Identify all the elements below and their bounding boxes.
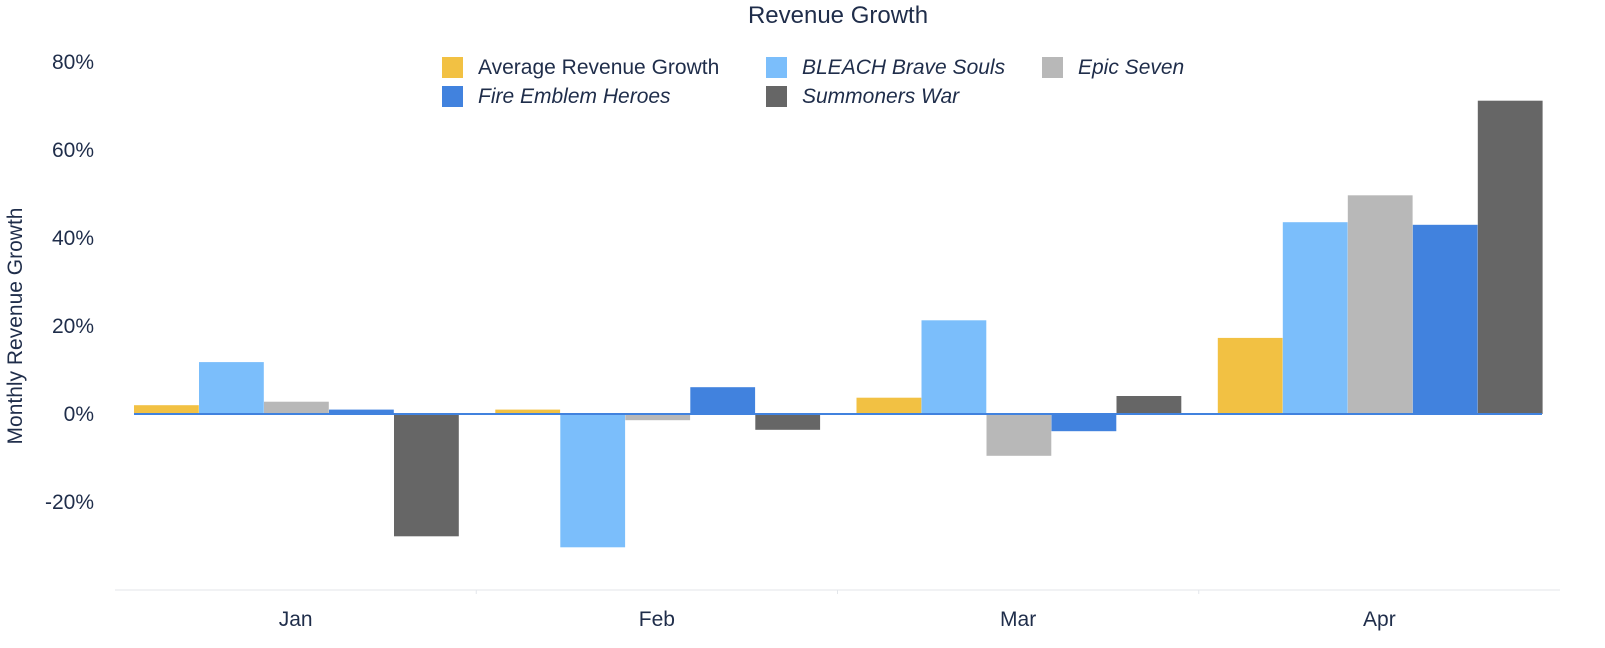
y-tick-label: 0% xyxy=(64,403,94,426)
legend-item[interactable]: Fire Emblem Heroes xyxy=(442,85,671,108)
x-tick-label: Apr xyxy=(1363,608,1396,631)
bar[interactable] xyxy=(134,405,199,414)
y-tick-label: 20% xyxy=(52,315,94,338)
legend-item[interactable]: Epic Seven xyxy=(1042,56,1184,79)
y-axis-ticks: 80% 60% 40% 20% 0% -20% xyxy=(45,51,94,514)
legend-swatch xyxy=(1042,57,1063,78)
bar[interactable] xyxy=(560,414,626,548)
bar[interactable] xyxy=(1412,224,1478,414)
x-tick-label: Feb xyxy=(639,608,675,631)
x-tick-label: Jan xyxy=(279,608,313,631)
legend-item[interactable]: BLEACH Brave Souls xyxy=(766,56,1006,79)
bar[interactable] xyxy=(625,414,691,421)
legend-item[interactable]: Summoners War xyxy=(766,85,960,108)
y-axis-title: Monthly Revenue Growth xyxy=(4,208,27,445)
legend-swatch xyxy=(442,57,463,78)
bar[interactable] xyxy=(755,414,821,430)
legend-label: Summoners War xyxy=(802,85,960,108)
y-tick-label: -20% xyxy=(45,491,94,514)
legend-label: BLEACH Brave Souls xyxy=(802,56,1006,79)
legend: Average Revenue Growth BLEACH Brave Souls… xyxy=(442,56,1184,108)
legend-swatch xyxy=(766,57,787,78)
bar[interactable] xyxy=(856,397,922,414)
chart-title: Revenue Growth xyxy=(748,2,928,29)
legend-swatch xyxy=(766,86,787,107)
bar[interactable] xyxy=(1217,337,1283,414)
legend-label: Epic Seven xyxy=(1078,56,1184,79)
legend-swatch xyxy=(442,86,463,107)
bar[interactable] xyxy=(394,414,459,537)
bar[interactable] xyxy=(1051,414,1117,432)
bar[interactable] xyxy=(329,409,394,414)
bar[interactable] xyxy=(199,362,264,414)
bar[interactable] xyxy=(1347,195,1413,414)
legend-label: Fire Emblem Heroes xyxy=(478,85,671,108)
legend-item[interactable]: Average Revenue Growth xyxy=(442,56,719,79)
bars xyxy=(134,100,1543,548)
bar[interactable] xyxy=(921,320,987,414)
bar[interactable] xyxy=(1477,100,1543,414)
bar[interactable] xyxy=(264,401,329,414)
legend-label: Average Revenue Growth xyxy=(478,56,719,79)
bar[interactable] xyxy=(1282,222,1348,414)
y-tick-label: 40% xyxy=(52,227,94,250)
bar[interactable] xyxy=(1116,396,1182,414)
bar[interactable] xyxy=(690,387,756,414)
y-tick-label: 60% xyxy=(52,139,94,162)
bar[interactable] xyxy=(986,414,1052,456)
x-axis-ticks: Jan Feb Mar Apr xyxy=(279,590,1396,631)
bar[interactable] xyxy=(495,409,561,414)
y-tick-label: 80% xyxy=(52,51,94,74)
x-tick-label: Mar xyxy=(1000,608,1036,631)
